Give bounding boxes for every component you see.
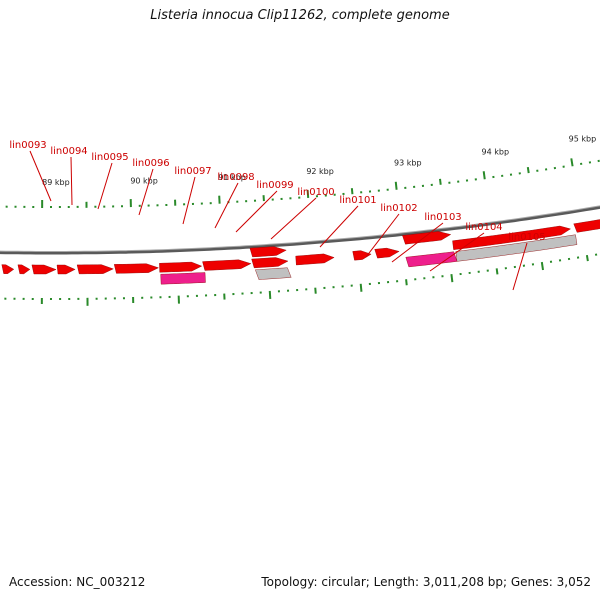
genome-title: Listeria innocua Clip11262, complete gen… (150, 8, 450, 23)
gene-arrow[interactable] (402, 231, 452, 245)
scale-tick (450, 274, 454, 283)
scale-tick (268, 290, 272, 299)
genome-backbone (0, 205, 600, 255)
gene-leader-line (319, 205, 359, 248)
gene-highlight-box[interactable] (160, 272, 206, 285)
gene-arrow[interactable] (113, 263, 160, 274)
gene-label-lin0100[interactable]: lin0100 (297, 187, 334, 198)
gene-arrow[interactable] (76, 264, 114, 275)
gene-label-lin0099[interactable]: lin0099 (256, 180, 293, 191)
scale-label: 89 kbp (42, 178, 70, 187)
accession-text: Accession: NC_003212 (9, 575, 146, 589)
gene-arrow[interactable] (56, 264, 76, 275)
gene-label-lin0103[interactable]: lin0103 (424, 212, 461, 223)
gene-label-lin0098[interactable]: lin0098 (217, 172, 254, 183)
gene-arrow[interactable] (251, 257, 289, 269)
gene-leader-line (391, 222, 444, 263)
backbone-line (0, 205, 600, 255)
scale-tick (540, 261, 544, 271)
backbone-highlight (0, 205, 600, 252)
gene-leader-line (70, 156, 73, 206)
gene-arrow[interactable] (295, 253, 335, 266)
gene-label-lin0105[interactable]: lin0105 (508, 232, 545, 243)
gene-arrow[interactable] (17, 264, 31, 275)
scale-label: 93 kbp (394, 158, 422, 167)
gene-label-lin0095[interactable]: lin0095 (91, 152, 128, 163)
gene-label-lin0096[interactable]: lin0096 (132, 158, 169, 169)
gene-pseudo-box[interactable] (455, 234, 578, 262)
scale-tick (405, 279, 408, 286)
gene-leader-line (429, 232, 485, 272)
scale-tick (526, 166, 530, 174)
scale-tick (439, 178, 442, 185)
scale-label: 95 kbp (569, 134, 597, 143)
scale-tick (306, 189, 310, 199)
gene-leader-line (235, 190, 278, 233)
scale-tick (585, 254, 589, 262)
gene-arrow[interactable] (159, 261, 203, 273)
gene-highlight-box[interactable] (405, 251, 458, 268)
gene-arrow[interactable] (202, 259, 252, 271)
gene-label-lin0093[interactable]: lin0093 (9, 140, 46, 151)
gene-label-lin0094[interactable]: lin0094 (50, 146, 87, 157)
gene-leader-line (182, 176, 196, 225)
label-leaders (29, 150, 528, 291)
gene-leader-line (97, 162, 113, 210)
scale-tick (482, 171, 486, 180)
scale-tick (394, 181, 398, 190)
gene-arrow[interactable] (374, 247, 400, 259)
scale-ticks (4, 158, 600, 306)
gene-arrow[interactable] (452, 225, 571, 250)
gene-leader-line (512, 242, 528, 291)
gene-leader-line (365, 213, 400, 258)
scale-labels: 89 kbp 90 kbp 91 kbp 92 kbp 93 kbp 94 kbp 95 k… (42, 134, 596, 187)
scale-tick (570, 158, 574, 167)
gene-pseudo-box[interactable] (255, 267, 292, 280)
scale-label: 91 kbp (218, 173, 246, 182)
scale-tick (350, 188, 354, 195)
gene-leader-line (270, 197, 317, 240)
gene-label-lin0104[interactable]: lin0104 (465, 222, 502, 233)
gene-arrow[interactable] (249, 246, 287, 258)
gene-track[interactable] (1, 200, 600, 285)
scale-label: 90 kbp (130, 177, 158, 186)
scale-tick (359, 283, 363, 292)
scale-label: 94 kbp (482, 148, 510, 157)
scale-tick (495, 268, 499, 275)
gene-arrow[interactable] (573, 200, 600, 233)
gene-arrow[interactable] (31, 264, 57, 275)
gene-labels[interactable]: lin0093 lin0094 lin0095 lin0096 lin0097 lin00… (9, 140, 545, 243)
scale-label: 92 kbp (306, 167, 334, 176)
gene-leader-line (214, 182, 239, 229)
gene-arrow[interactable] (352, 250, 372, 261)
gene-label-lin0101[interactable]: lin0101 (339, 195, 376, 206)
gene-leader-line (29, 150, 52, 202)
genome-stats-text: Topology: circular; Length: 3,011,208 bp… (261, 575, 591, 589)
gene-label-lin0097[interactable]: lin0097 (174, 166, 211, 177)
gene-arrow[interactable] (1, 264, 15, 274)
gene-label-lin0102[interactable]: lin0102 (380, 203, 417, 214)
gene-leader-line (138, 168, 154, 216)
